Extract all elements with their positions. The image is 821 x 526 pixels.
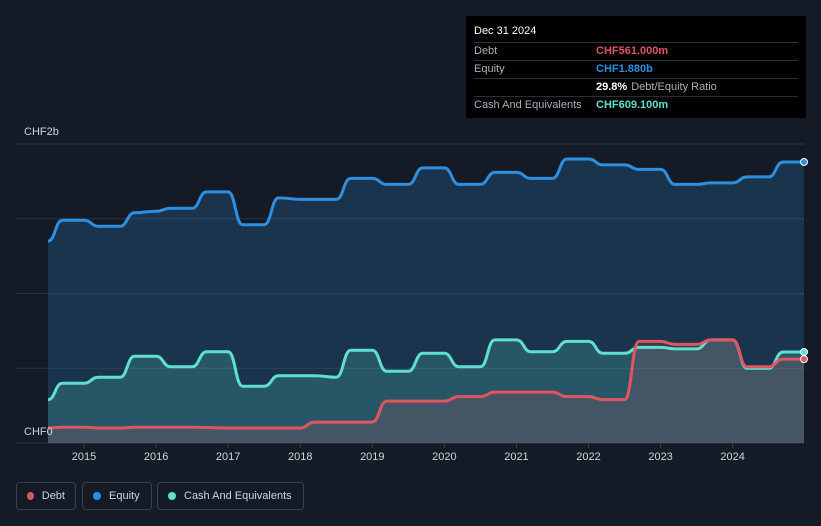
x-tick-label: 2022 xyxy=(576,451,600,463)
tooltip-ratio-value: 29.8% xyxy=(596,81,628,93)
tooltip-row-equity: Equity CHF1.880b xyxy=(474,61,798,79)
y-tick-label: CHF0 xyxy=(24,426,53,438)
x-tick-label: 2023 xyxy=(648,451,672,463)
x-tick-label: 2020 xyxy=(432,451,456,463)
x-tick-label: 2019 xyxy=(360,451,384,463)
x-tick-label: 2015 xyxy=(72,451,96,463)
equity-end-marker xyxy=(800,157,808,166)
tooltip-panel: Dec 31 2024 Debt CHF561.000m Equity CHF1… xyxy=(466,16,806,118)
cash-and-equivalents-area xyxy=(48,339,804,443)
x-tick-label: 2018 xyxy=(288,451,312,463)
debt-area xyxy=(48,339,804,443)
debt-line xyxy=(47,338,804,430)
axis-labels: CHF2b CHF0 2015 2016 2017 2018 2019 2020 2021 202… xyxy=(24,126,745,463)
tooltip-row-debt: Debt CHF561.000m xyxy=(474,43,798,61)
tooltip-cash-label: Cash And Equivalents xyxy=(474,99,582,111)
x-tick-label: 2017 xyxy=(216,451,240,463)
x-tick-label: 2016 xyxy=(144,451,168,463)
legend-item-debt[interactable]: Debt xyxy=(16,482,76,510)
grid-lines xyxy=(16,143,804,444)
legend-item-cash[interactable]: Cash And Equivalents xyxy=(157,482,304,510)
tooltip-date: Dec 31 2024 xyxy=(474,24,798,43)
tooltip-debt-value: CHF561.000m xyxy=(596,45,669,57)
legend-debt-label: Debt xyxy=(41,490,65,502)
equity-dot-icon xyxy=(93,492,101,500)
cash-and-equivalents-end-marker xyxy=(800,347,808,356)
debt-end-marker xyxy=(800,355,808,364)
y-tick-label: CHF2b xyxy=(24,126,59,138)
debt-dot-icon xyxy=(27,492,34,500)
cash-dot-icon xyxy=(168,492,176,500)
legend-cash-label: Cash And Equivalents xyxy=(184,490,292,502)
legend-item-equity[interactable]: Equity xyxy=(82,482,152,510)
x-tick-label: 2024 xyxy=(720,451,744,463)
tooltip-cash-value: CHF609.100m xyxy=(596,99,669,111)
x-tick-label: 2021 xyxy=(504,451,528,463)
cash-and-equivalents-line xyxy=(47,338,804,402)
end-markers xyxy=(800,157,808,364)
series-lines xyxy=(47,157,804,430)
equity-line xyxy=(47,157,804,243)
tooltip-ratio-label: Debt/Equity Ratio xyxy=(631,81,717,93)
tooltip-row-ratio: 29.8% Debt/Equity Ratio xyxy=(474,79,798,97)
tooltip-equity-label: Equity xyxy=(474,63,505,75)
tooltip-equity-value: CHF1.880b xyxy=(596,63,653,75)
legend-equity-label: Equity xyxy=(109,490,140,502)
tooltip-row-cash: Cash And Equivalents CHF609.100m xyxy=(474,97,798,114)
tooltip-debt-label: Debt xyxy=(474,45,498,57)
